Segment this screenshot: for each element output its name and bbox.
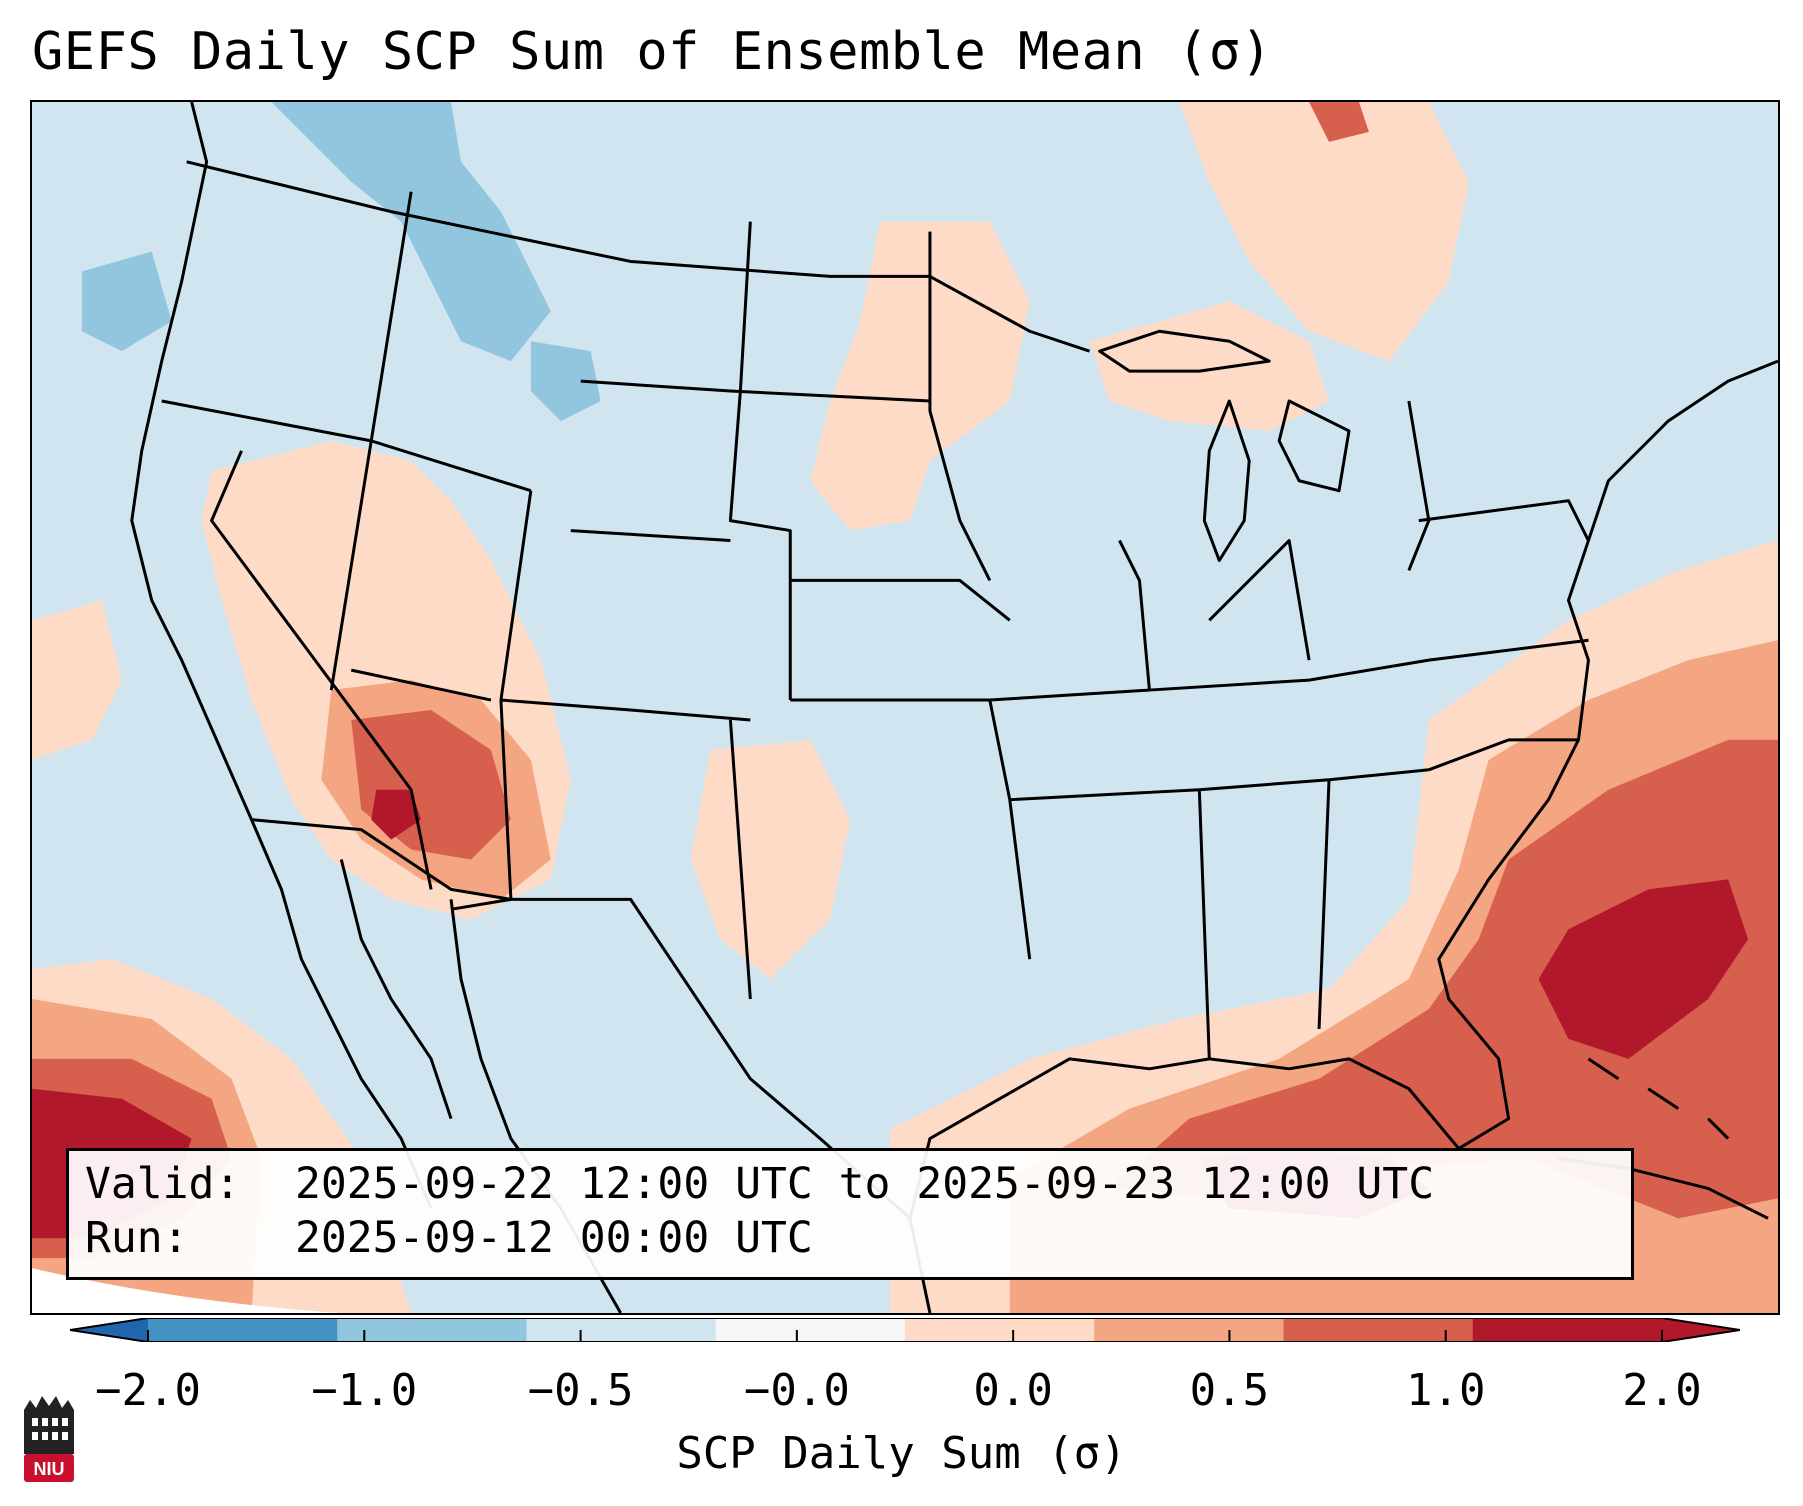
anomaly-patch-northern-plains — [810, 221, 1030, 531]
colorbar-segment — [715, 1318, 906, 1342]
run-value: 2025-09-12 00:00 UTC — [295, 1213, 813, 1263]
colorbar-tick-label: 1.0 — [1405, 1365, 1486, 1416]
valid-label: Valid: — [85, 1159, 241, 1209]
colorbar-tick-label: 0.5 — [1189, 1365, 1270, 1416]
anomaly-patch-texas — [690, 739, 851, 980]
lake-superior — [1098, 329, 1271, 373]
political-boundaries — [130, 102, 1778, 1313]
colorbar — [70, 1318, 1740, 1342]
pacific-coastline — [130, 102, 433, 1209]
anomaly-patch-canada-west — [81, 251, 172, 352]
logo-text: NIU — [34, 1459, 65, 1479]
run-label: Run: — [85, 1213, 189, 1263]
state-lines — [161, 191, 1590, 1059]
colorbar-tick-label: 2.0 — [1622, 1365, 1702, 1416]
anomaly-patch-pacific-west — [32, 600, 122, 760]
colorbar-tick-label: 0.0 — [973, 1365, 1053, 1416]
anomaly-patch-gulf-core — [1109, 739, 1778, 1219]
projection-edge — [32, 1268, 731, 1313]
colorbar-segment — [1283, 1318, 1474, 1342]
colorbar-under-arrow — [70, 1318, 148, 1342]
anomaly-patch-arizona-max — [371, 789, 422, 840]
colorbar-segment — [148, 1318, 338, 1342]
valid-line: Valid: 2025-09-22 12:00 UTC to 2025-09-23… — [85, 1157, 1615, 1211]
anomaly-patch-wyoming — [530, 341, 601, 421]
lake-michigan — [1202, 399, 1251, 562]
colorbar-tick-label: −1.0 — [311, 1365, 418, 1416]
colorbar-tick-label: −0.5 — [527, 1365, 634, 1416]
colorbar-over-arrow — [1662, 1318, 1740, 1342]
valid-value: 2025-09-22 12:00 UTC to 2025-09-23 12:00… — [295, 1159, 1435, 1209]
lake-huron — [1277, 399, 1351, 493]
map-panel — [30, 100, 1780, 1315]
anomaly-shading — [32, 102, 1778, 1313]
anomaly-patch-atlantic-max — [1538, 879, 1749, 1059]
niu-logo-icon: NIU — [24, 1396, 74, 1482]
anomaly-patch-north-rockies — [271, 102, 551, 362]
colorbar-segment — [337, 1318, 527, 1342]
us-canada-border — [186, 160, 1091, 353]
anomaly-patch-nova-scotia — [1309, 102, 1369, 142]
scp-anomaly-map — [32, 102, 1778, 1313]
colorbar-tick-label: −2.0 — [95, 1365, 201, 1416]
anomaly-patch-ne-canada — [1179, 102, 1469, 362]
colorbar-tick-label: −0.0 — [743, 1365, 850, 1416]
run-line: Run: 2025-09-12 00:00 UTC — [85, 1211, 1615, 1265]
colorbar-segment — [526, 1318, 717, 1342]
colorbar-label: SCP Daily Sum (σ) — [676, 1428, 1127, 1479]
chart-title: GEFS Daily SCP Sum of Ensemble Mean (σ) — [32, 22, 1273, 82]
bahamas — [1587, 1057, 1730, 1140]
colorbar-segment — [1094, 1318, 1284, 1342]
colorbar-segment — [905, 1318, 1095, 1342]
colorbar-segment — [1472, 1318, 1663, 1342]
anomaly-patch-great-lakes — [1089, 301, 1330, 431]
valid-run-info-box: Valid: 2025-09-22 12:00 UTC to 2025-09-23… — [66, 1148, 1634, 1280]
us-mexico-border — [251, 818, 911, 1220]
